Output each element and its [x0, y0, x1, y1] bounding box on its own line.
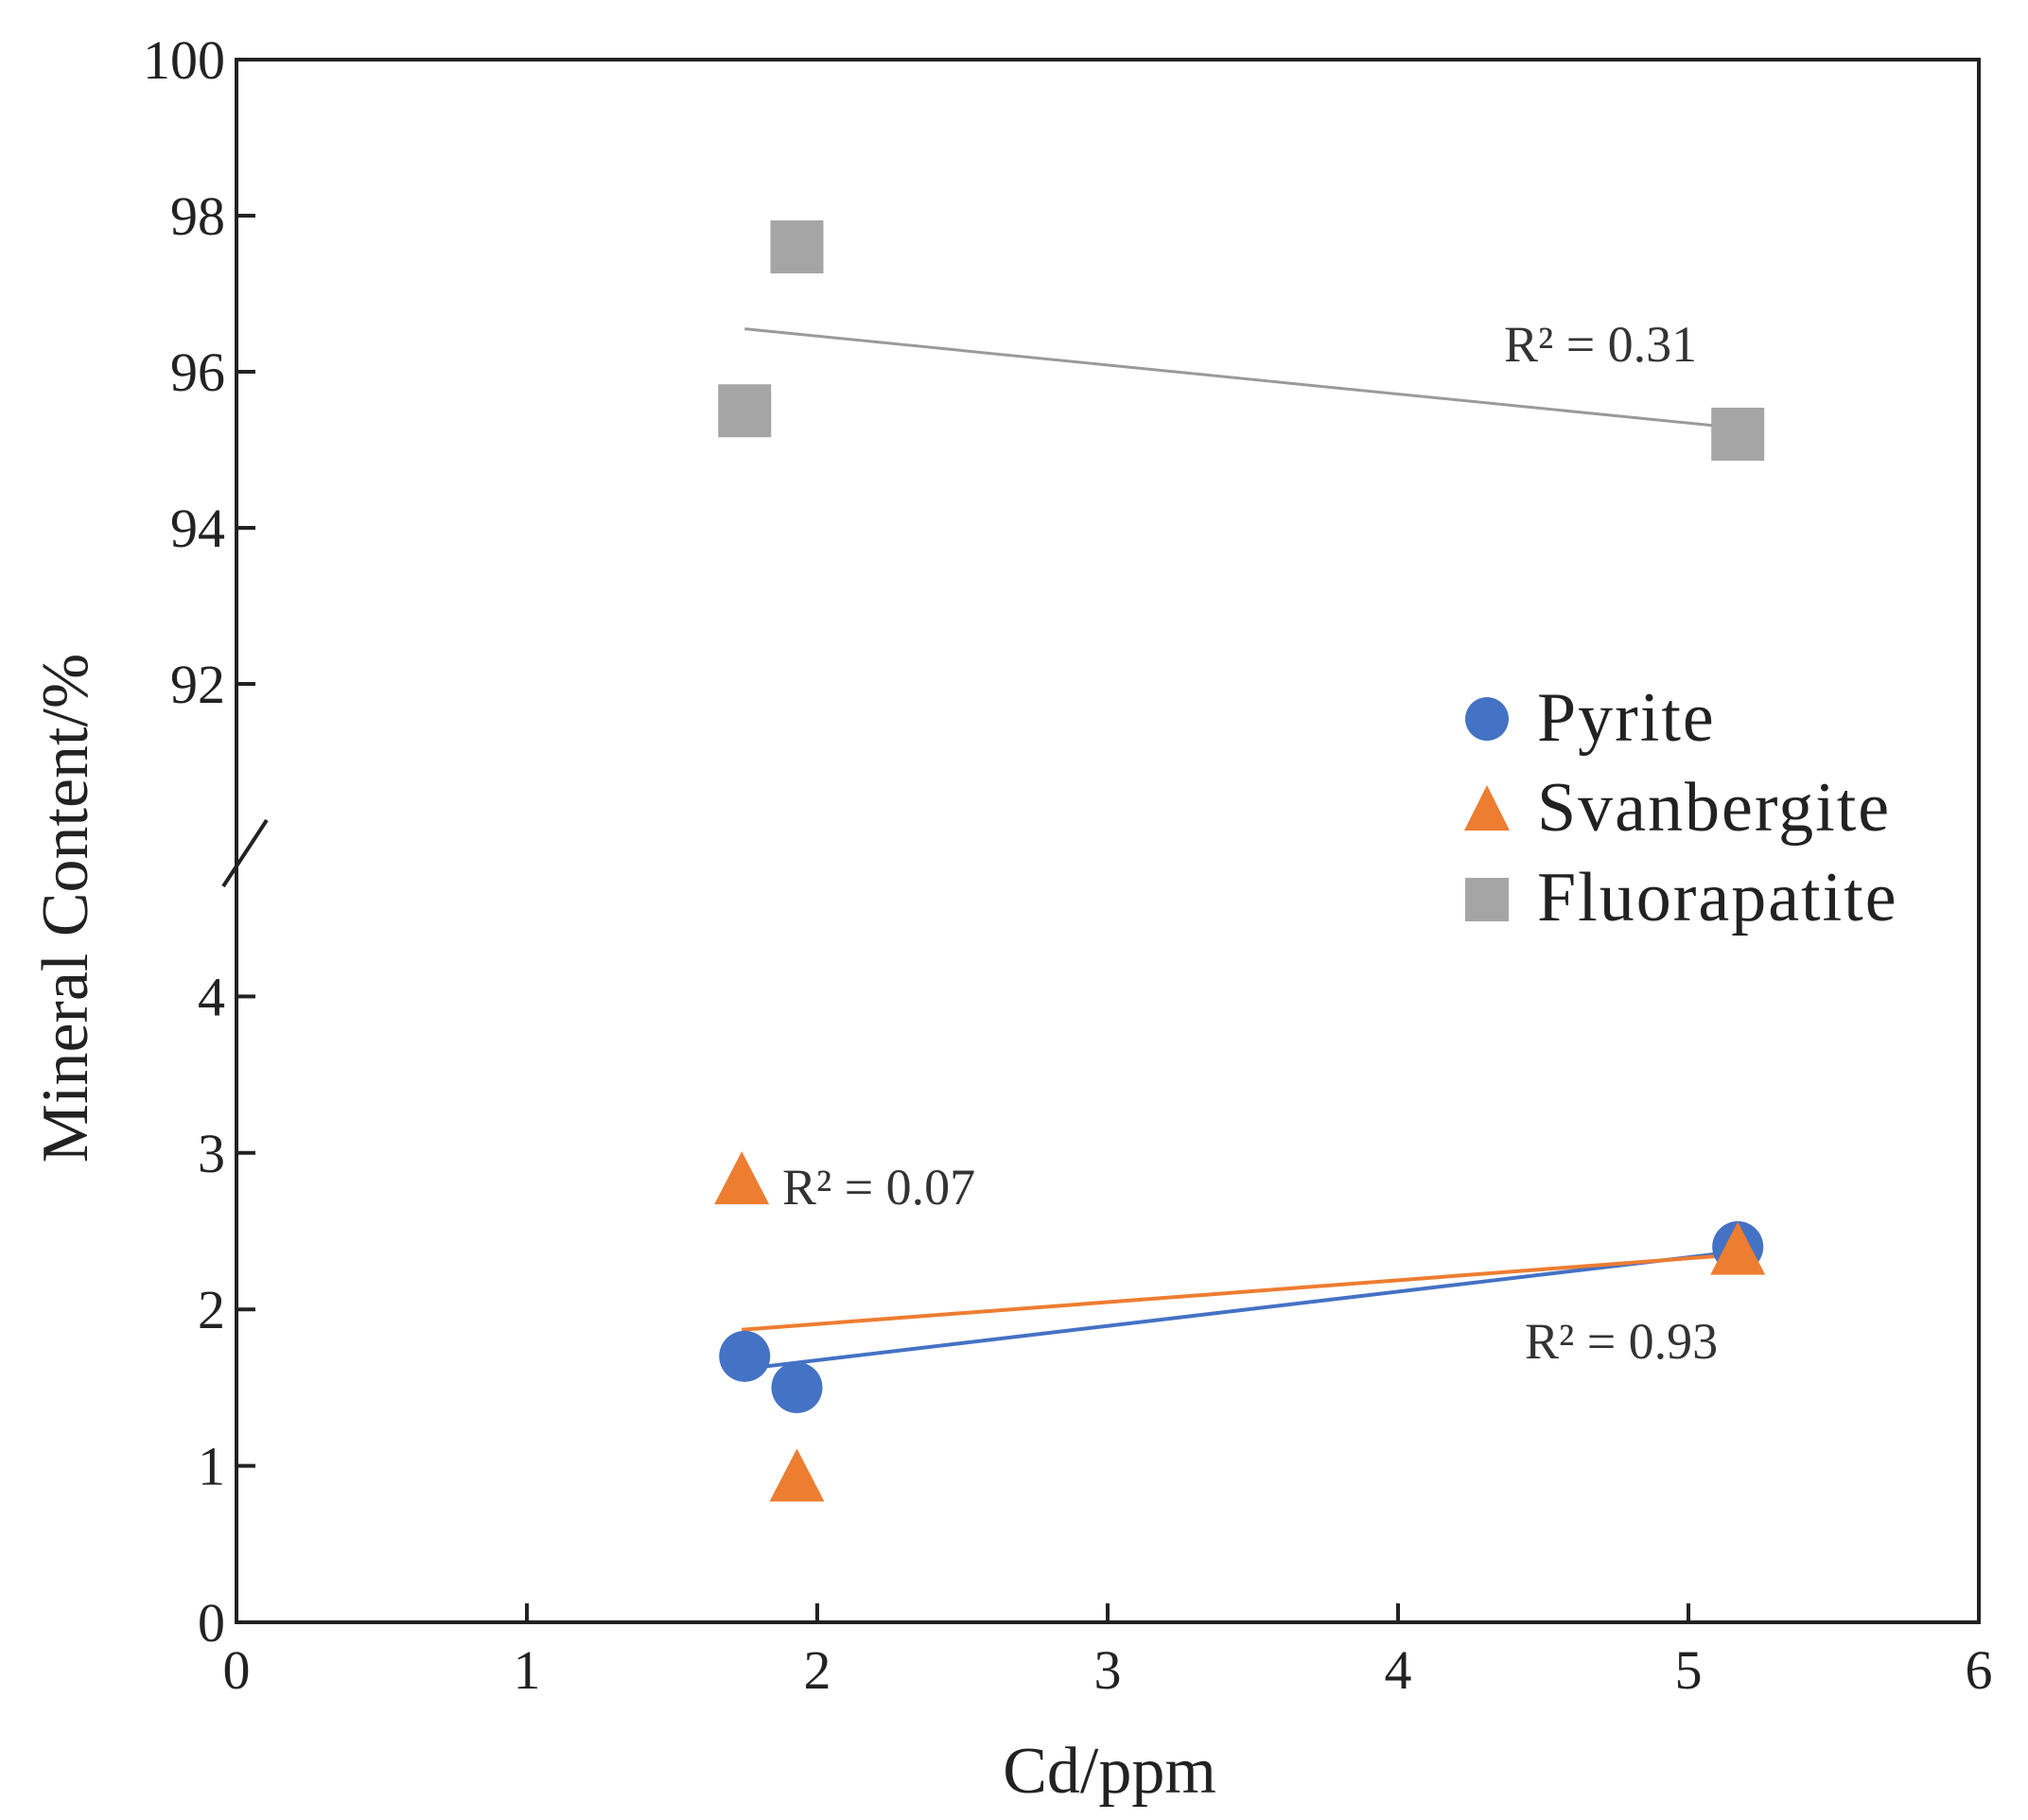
point-fluorapatite	[718, 384, 772, 438]
data-points	[714, 220, 1766, 1502]
x-tick-label: 6	[1966, 1639, 1993, 1701]
x-axis-ticks: 0 1 2 3 4 5 6	[223, 1603, 1993, 1701]
r2-label-svanbergite: R² = 0.07	[782, 1159, 975, 1216]
point-pyrite	[771, 1361, 823, 1413]
legend-marker-fluorapatite	[1465, 878, 1509, 921]
y-tick-label: 94	[170, 498, 225, 559]
x-tick-label: 1	[514, 1639, 541, 1701]
y-tick-label: 98	[170, 185, 225, 247]
x-tick-label: 3	[1094, 1639, 1122, 1701]
r2-label-fluorapatite: R² = 0.31	[1504, 316, 1697, 373]
point-svanbergite	[714, 1151, 770, 1205]
y-tick-label: 2	[198, 1279, 225, 1340]
y-tick-label: 96	[170, 341, 225, 403]
trendlines	[742, 327, 1739, 1372]
y-axis-break-mark	[221, 818, 269, 888]
trendline-svanbergite	[742, 1252, 1739, 1332]
point-fluorapatite	[1711, 408, 1765, 461]
trendline-fluorapatite	[744, 327, 1739, 429]
legend: Pyrite Svanbergite Fluorapatite	[1464, 679, 1898, 936]
y-tick-label: 3	[198, 1123, 225, 1184]
legend-label-pyrite: Pyrite	[1537, 679, 1716, 757]
x-tick-label: 0	[223, 1639, 251, 1701]
point-svanbergite	[769, 1448, 825, 1502]
r2-label-pyrite: R² = 0.93	[1525, 1313, 1718, 1370]
y-tick-label: 0	[198, 1592, 225, 1654]
point-pyrite	[719, 1330, 771, 1382]
legend-label-fluorapatite: Fluorapatite	[1537, 859, 1898, 936]
legend-label-svanbergite: Svanbergite	[1537, 769, 1891, 847]
x-tick-label: 2	[804, 1639, 831, 1701]
y-tick-label: 100	[143, 29, 225, 91]
y-tick-label: 1	[198, 1436, 225, 1497]
legend-marker-svanbergite	[1464, 785, 1510, 831]
y-axis-title: Mineral Content/%	[29, 654, 102, 1164]
y-tick-label: 92	[170, 654, 225, 715]
trendline-pyrite	[744, 1250, 1739, 1372]
x-axis-title: Cd/ppm	[1003, 1735, 1216, 1808]
point-svanbergite	[1710, 1221, 1766, 1275]
point-fluorapatite	[770, 220, 824, 273]
legend-marker-pyrite	[1465, 697, 1509, 741]
x-tick-label: 4	[1385, 1639, 1412, 1701]
x-tick-label: 5	[1675, 1639, 1703, 1701]
y-tick-label: 4	[198, 966, 225, 1027]
y-axis-ticks: 0 1 2 3 4 92 94 96 98 100	[143, 29, 255, 1654]
